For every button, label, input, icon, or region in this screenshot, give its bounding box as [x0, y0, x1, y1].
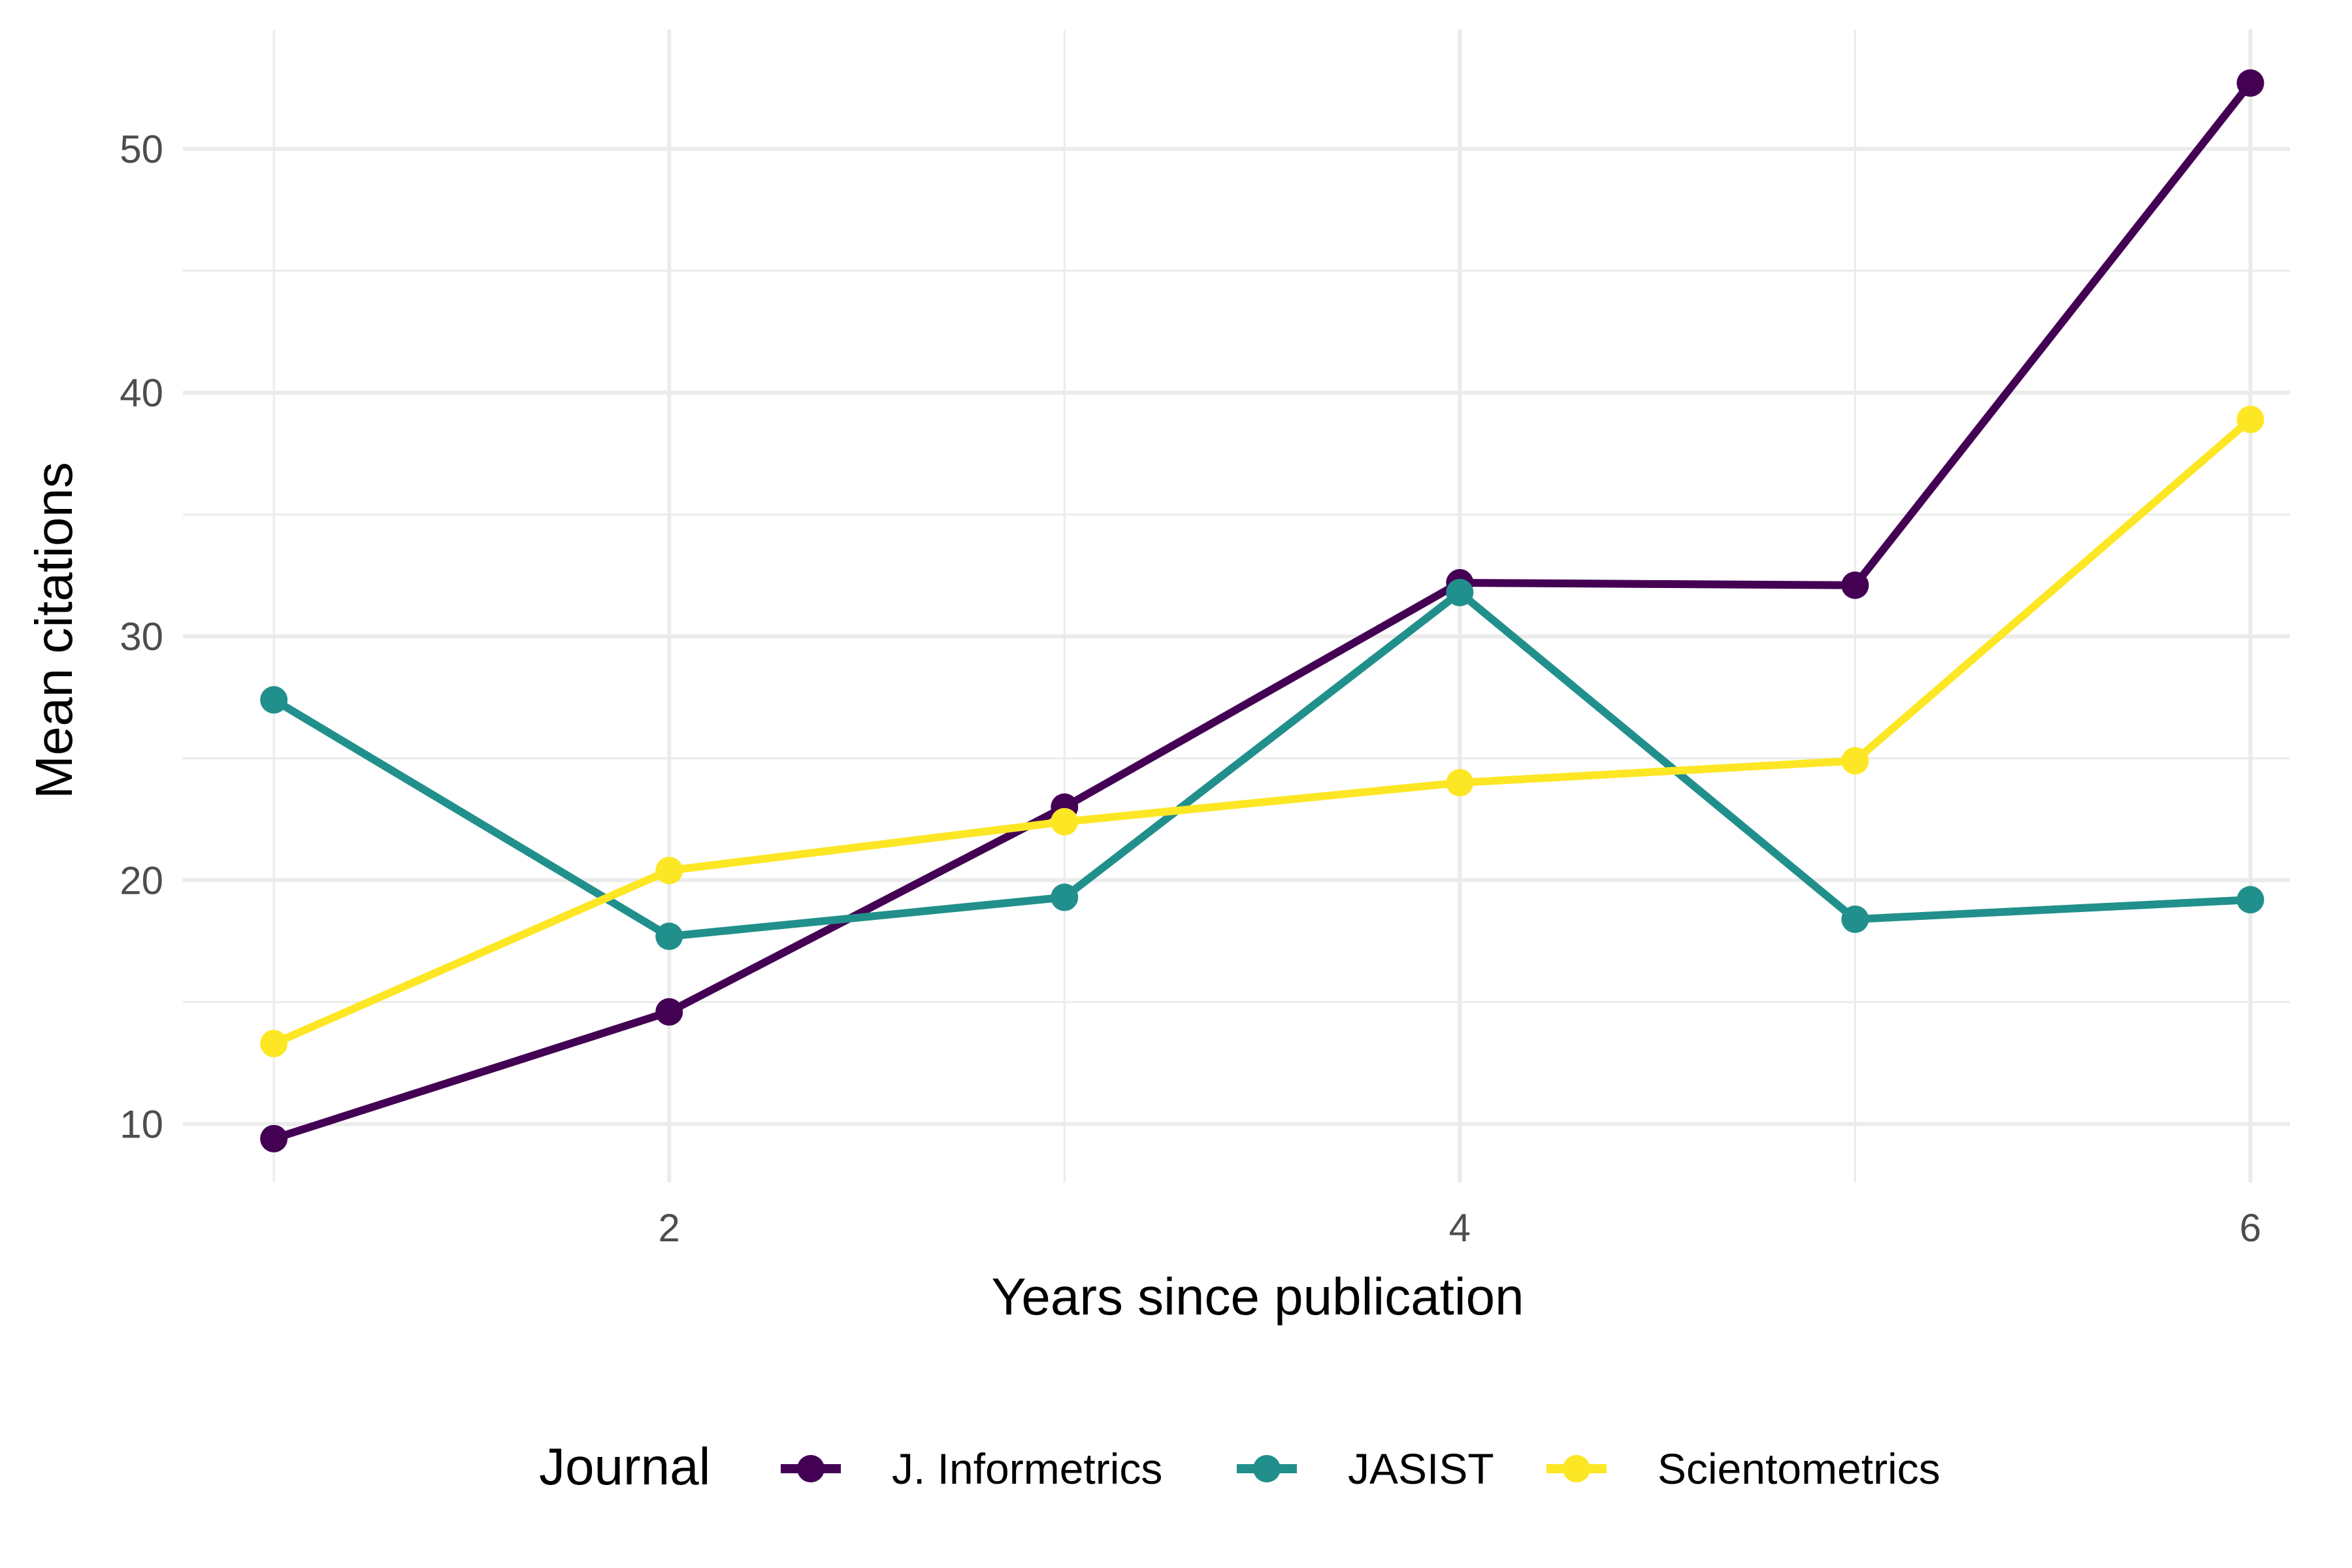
legend-label: J. Informetrics: [892, 1445, 1162, 1493]
legend-title: Journal: [539, 1437, 710, 1495]
x-tick-label: 4: [1449, 1206, 1471, 1250]
data-point: [2236, 69, 2264, 97]
minor-gridlines: [183, 29, 2290, 1183]
x-axis-title: Years since publication: [991, 1267, 1524, 1326]
data-point: [1446, 769, 1474, 797]
series-line: [272, 416, 2253, 1047]
x-tick-label: 6: [2240, 1206, 2261, 1250]
legend-label: JASIST: [1348, 1445, 1494, 1493]
data-point: [655, 857, 683, 885]
series-line: [272, 588, 2251, 941]
data-point: [1446, 578, 1474, 606]
y-axis-title: Mean citations: [25, 462, 83, 799]
y-tick-label: 10: [120, 1102, 163, 1146]
legend-item: Scientometrics: [1546, 1445, 1940, 1493]
y-tick-label: 40: [120, 371, 163, 415]
series-scientometrics: [260, 406, 2264, 1058]
series-layer: [260, 69, 2264, 1152]
series-line: [272, 80, 2254, 1143]
y-tick-label: 50: [120, 127, 163, 171]
y-axis-tick-labels: 10 20 30 40 50: [120, 127, 163, 1147]
legend-items: J. Informetrics JASIST Scientometrics: [781, 1445, 1940, 1493]
legend-key-point: [1563, 1455, 1590, 1482]
data-point: [2236, 886, 2264, 914]
data-point: [1051, 883, 1079, 911]
x-tick-label: 2: [659, 1206, 680, 1250]
legend-item: JASIST: [1237, 1445, 1494, 1493]
data-point: [2236, 406, 2264, 434]
data-point: [1841, 571, 1869, 599]
major-gridlines: [183, 29, 2290, 1183]
data-point: [655, 998, 683, 1026]
legend-key-point: [1253, 1455, 1281, 1482]
data-point: [260, 1124, 288, 1152]
data-point: [655, 923, 683, 951]
x-axis-tick-labels: 2 4 6: [659, 1206, 2262, 1250]
data-point: [260, 1030, 288, 1058]
legend-key-point: [797, 1455, 825, 1482]
legend-label: Scientometrics: [1658, 1445, 1940, 1493]
data-point: [1841, 905, 1869, 933]
legend: Journal J. Informetrics JASIST Scientometr…: [539, 1437, 1940, 1495]
data-point: [1841, 747, 1869, 775]
data-point: [1051, 808, 1079, 836]
y-tick-label: 30: [120, 615, 163, 659]
series-j-informetrics: [260, 69, 2264, 1152]
legend-item: J. Informetrics: [781, 1445, 1162, 1493]
data-point: [260, 686, 288, 714]
y-tick-label: 20: [120, 858, 163, 902]
